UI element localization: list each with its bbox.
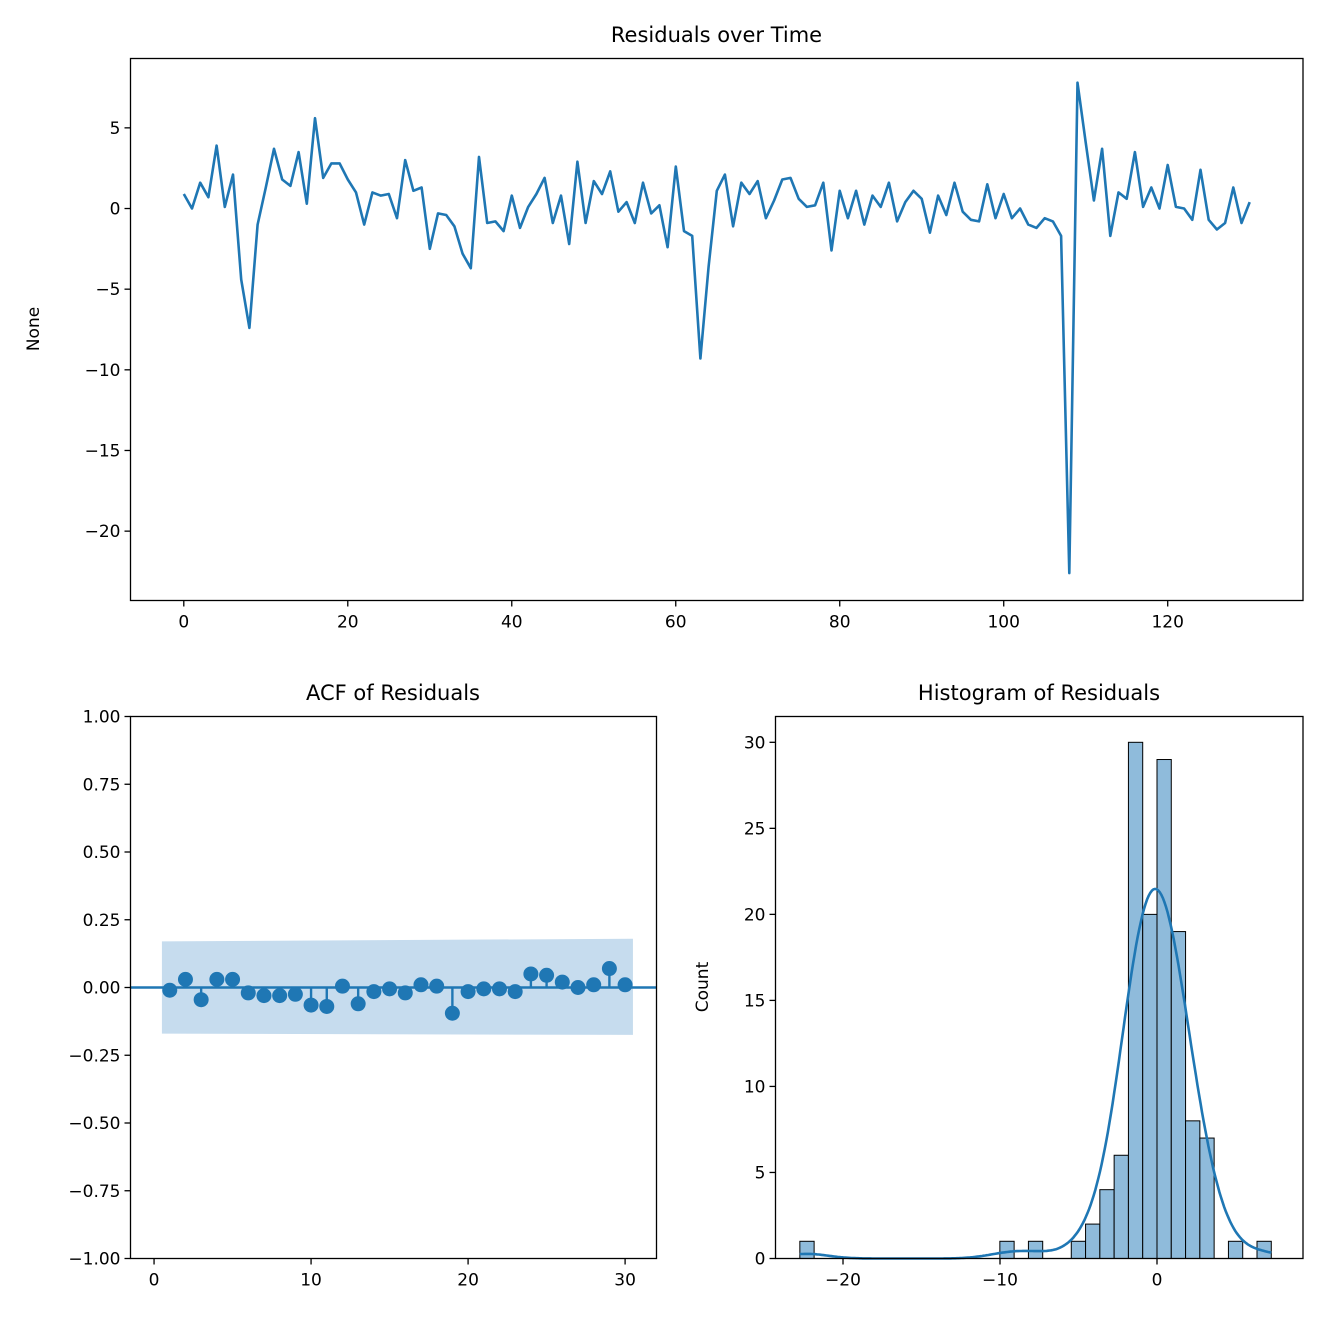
acf-point (507, 984, 523, 1000)
acf-point (523, 966, 539, 982)
histogram-bar (1099, 1189, 1115, 1259)
y-tick-label: 0.50 (83, 843, 121, 863)
acf-point (334, 978, 350, 994)
plot-frame (129, 715, 658, 1260)
acf-point (491, 981, 507, 997)
acf-point (601, 961, 617, 977)
residuals-over-time-panel: Residuals over Time None 0 20 40 60 80 100 120… (24, 23, 1304, 633)
y-tick-label: 30 (744, 733, 766, 753)
y-tick-label: −0.50 (68, 1114, 120, 1134)
acf-point (287, 986, 303, 1002)
y-tick-label: 1.00 (83, 708, 121, 728)
y-tick-label: 0 (755, 1250, 766, 1270)
x-tick-label: 0 (1152, 1271, 1163, 1291)
histogram-bar (1185, 1120, 1201, 1260)
x-tick-label: 40 (501, 613, 523, 633)
acf-point (460, 984, 476, 1000)
acf-point (397, 985, 413, 1001)
histogram-bar (1113, 1154, 1129, 1260)
y-tick-label: −15 (85, 441, 121, 461)
x-tick-label: 20 (337, 613, 359, 633)
histogram-bar (1127, 741, 1144, 1259)
acf-point (539, 967, 555, 983)
histogram-bar (1156, 759, 1172, 1259)
acf-point (162, 982, 178, 998)
x-tick-label: 0 (149, 1271, 160, 1291)
y-tick-label: 5 (110, 119, 121, 139)
y-tick-label: 20 (744, 905, 766, 925)
histogram-bar (1170, 931, 1187, 1259)
y-tick-label: 0 (110, 200, 121, 220)
y-tick-label: 15 (744, 991, 766, 1011)
x-tick-label: 10 (300, 1271, 322, 1291)
acf-point (366, 984, 382, 1000)
x-tick-label: 30 (614, 1271, 636, 1291)
x-tick-label: 0 (178, 613, 189, 633)
y-tick-label: −0.25 (68, 1046, 120, 1066)
chart-title: Histogram of Residuals (918, 681, 1160, 705)
y-axis-label: None (24, 307, 44, 351)
acf-point (240, 985, 256, 1001)
y-tick-label: 0.00 (83, 979, 121, 999)
histogram-bar (999, 1240, 1015, 1260)
histogram-bar (1227, 1240, 1244, 1260)
acf-point (570, 980, 586, 995)
y-tick-label: 0.75 (83, 775, 121, 795)
histogram-bar (1085, 1223, 1101, 1259)
y-tick-label: −0.75 (68, 1182, 120, 1202)
plot-frame (129, 57, 1304, 602)
acf-point (554, 974, 570, 990)
x-tick-label: 20 (457, 1271, 479, 1291)
x-tick-label: 120 (1151, 613, 1183, 633)
acf-panel: ACF of Residuals 0 10 20 30 1.00 0.75 0.50 0.25… (68, 681, 658, 1291)
x-tick-label: 100 (987, 613, 1019, 633)
histogram-bar (1199, 1137, 1215, 1259)
histogram-bar (1142, 913, 1158, 1259)
y-tick-label: 5 (755, 1163, 766, 1183)
acf-point (225, 971, 241, 987)
acf-point (476, 981, 492, 997)
acf-point (350, 996, 366, 1012)
acf-point (444, 1005, 460, 1021)
histogram-bar (799, 1240, 815, 1260)
x-tick-label: 80 (829, 613, 851, 633)
acf-point (256, 988, 272, 1004)
acf-point (272, 988, 288, 1004)
y-tick-label: 0.25 (83, 911, 121, 931)
residual-series-line (182, 81, 1251, 575)
y-tick-label: −20 (85, 522, 121, 542)
plot-frame (774, 715, 1304, 1260)
acf-point (303, 997, 319, 1013)
x-tick-label: −20 (825, 1271, 861, 1291)
acf-point (413, 977, 429, 993)
acf-point (617, 977, 633, 993)
y-tick-label: −5 (95, 280, 120, 300)
x-tick-label: 60 (665, 613, 687, 633)
y-tick-label: 25 (744, 819, 766, 839)
histogram-panel: Histogram of Residuals Count −20 −10 0 0 5 10… (693, 681, 1304, 1291)
y-tick-label: −10 (85, 361, 121, 381)
chart-title: Residuals over Time (611, 23, 822, 47)
acf-point (382, 981, 398, 997)
acf-point (586, 977, 602, 993)
acf-point (429, 978, 445, 994)
x-tick-label: −10 (982, 1271, 1018, 1291)
acf-point (319, 998, 335, 1014)
acf-point (177, 971, 193, 987)
y-tick-label: −1.00 (68, 1250, 120, 1270)
y-tick-label: 10 (744, 1077, 766, 1097)
acf-point (209, 971, 225, 987)
histogram-bar (1070, 1240, 1087, 1260)
acf-point (193, 992, 209, 1008)
chart-title: ACF of Residuals (306, 681, 480, 705)
y-axis-label: Count (693, 961, 713, 1012)
